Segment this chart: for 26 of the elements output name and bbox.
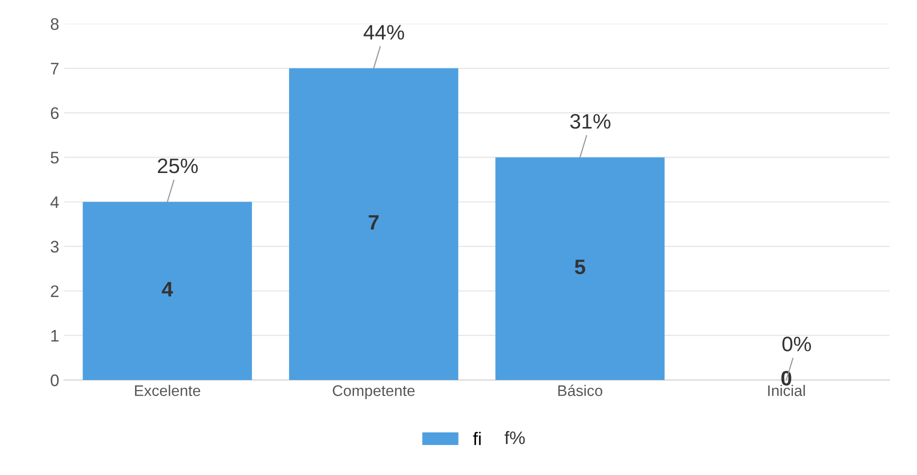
annotation: 44% bbox=[364, 25, 404, 40]
data-label: 5 bbox=[574, 260, 586, 274]
x-tick-label: Básico bbox=[558, 384, 602, 396]
y-tick-label: 3 bbox=[50, 240, 59, 253]
text: f% bbox=[504, 430, 525, 444]
legend-label: fi bbox=[473, 432, 481, 445]
y-tick-label: 5 bbox=[50, 152, 59, 164]
annotation: 0% bbox=[782, 336, 811, 352]
y-tick-label: 4 bbox=[50, 196, 59, 208]
y-tick-label: 7 bbox=[50, 62, 58, 74]
y-tick-label: 2 bbox=[50, 285, 58, 297]
data-label: 4 bbox=[162, 282, 174, 296]
data-label: 0 bbox=[781, 370, 792, 386]
bar bbox=[289, 68, 458, 380]
y-tick-label: 8 bbox=[50, 18, 59, 30]
x-tick-label: Inicial bbox=[768, 384, 805, 396]
y-tick-label: 0 bbox=[50, 374, 59, 386]
bar bbox=[82, 202, 252, 380]
annotation: 31% bbox=[570, 114, 610, 129]
bar bbox=[495, 157, 665, 380]
y-tick-label: 6 bbox=[50, 107, 59, 120]
annotation: 25% bbox=[158, 158, 198, 174]
x-tick-label: Competente bbox=[332, 385, 415, 400]
y-tick-label: 1 bbox=[51, 330, 59, 342]
data-label: 7 bbox=[368, 215, 379, 230]
x-tick-label: Excelente bbox=[135, 384, 200, 396]
